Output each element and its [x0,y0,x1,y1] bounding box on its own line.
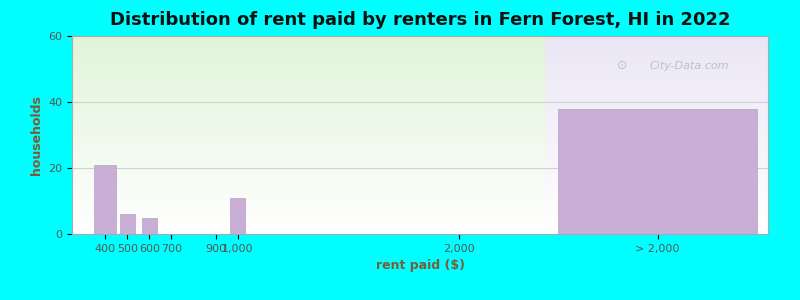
Bar [120,214,134,234]
Bar [142,218,157,234]
Bar [94,165,116,234]
Text: City-Data.com: City-Data.com [650,61,729,71]
Y-axis label: households: households [30,95,42,175]
Bar [558,109,757,234]
X-axis label: rent paid ($): rent paid ($) [375,259,465,272]
Bar [230,198,245,234]
Title: Distribution of rent paid by renters in Fern Forest, HI in 2022: Distribution of rent paid by renters in … [110,11,730,29]
Text: ⊙: ⊙ [617,59,627,72]
